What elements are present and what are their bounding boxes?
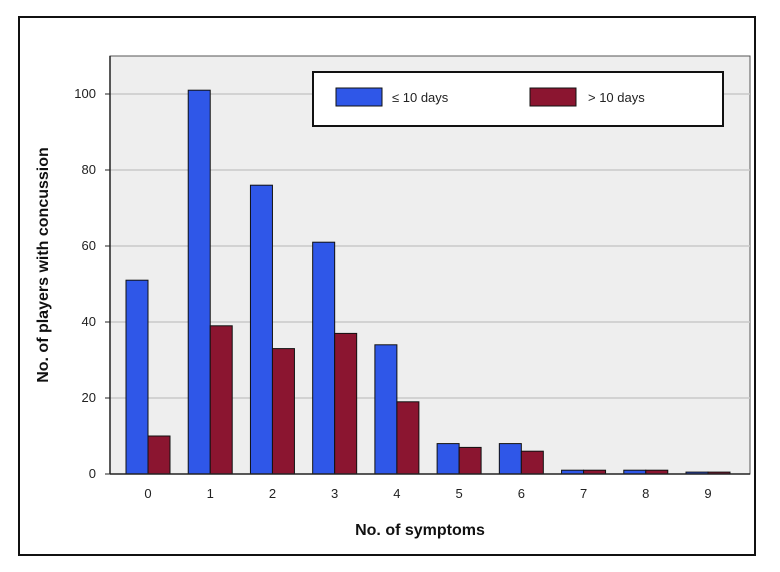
x-tick-label: 9: [704, 486, 711, 501]
x-tick-label: 2: [269, 486, 276, 501]
x-tick-label: 7: [580, 486, 587, 501]
bar-gt10-6: [520, 450, 544, 475]
bar-le10-1: [187, 89, 211, 475]
legend-label-le10: ≤ 10 days: [392, 90, 449, 105]
x-tick-label: 1: [207, 486, 214, 501]
bar-gt10-2: [271, 348, 295, 475]
x-tick-label: 4: [393, 486, 400, 501]
y-tick-label: 80: [82, 162, 96, 177]
bar-gt10-0: [147, 435, 171, 475]
bar-le10-3: [312, 241, 336, 475]
y-axis-ticks: 0 20 40 60 80 100: [74, 86, 110, 481]
bar-le10-6: [498, 443, 522, 475]
bar-le10-0: [125, 279, 149, 475]
bar-gt10-4: [396, 401, 420, 475]
legend-label-gt10: > 10 days: [588, 90, 645, 105]
bar-le10-2: [249, 184, 273, 475]
x-axis-title: No. of symptoms: [355, 522, 485, 539]
x-tick-label: 3: [331, 486, 338, 501]
legend-swatch-gt10: [529, 87, 577, 107]
legend: ≤ 10 days > 10 days: [312, 71, 724, 127]
y-tick-label: 100: [74, 86, 96, 101]
legend-swatch-le10: [335, 87, 383, 107]
bar-le10-5: [436, 443, 460, 475]
y-tick-label: 0: [89, 466, 96, 481]
y-tick-label: 40: [82, 314, 96, 329]
bar-gt10-3: [334, 332, 358, 475]
y-tick-label: 20: [82, 390, 96, 405]
x-tick-label: 6: [518, 486, 525, 501]
bars: [125, 89, 731, 475]
bar-gt10-5: [458, 446, 482, 475]
bar-gt10-1: [209, 325, 233, 475]
y-tick-label: 60: [82, 238, 96, 253]
y-axis-title: No. of players with concussion: [35, 147, 52, 383]
x-axis-ticks: 0 1 2 3 4 5 6 7 8 9: [144, 486, 711, 501]
x-tick-label: 8: [642, 486, 649, 501]
x-tick-label: 0: [144, 486, 151, 501]
x-tick-label: 5: [455, 486, 462, 501]
bar-le10-4: [374, 344, 398, 475]
